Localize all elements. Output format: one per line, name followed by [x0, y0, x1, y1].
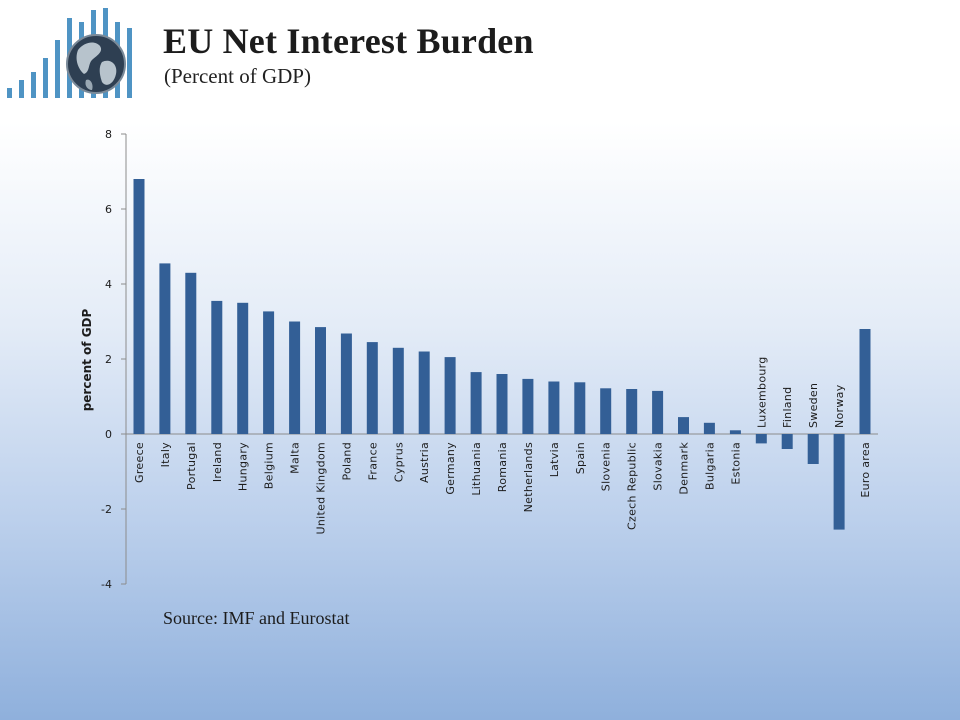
- bar: [574, 382, 586, 435]
- x-tick-label: Lithuania: [470, 442, 483, 496]
- bar: [263, 311, 275, 434]
- x-tick-label: Greece: [133, 442, 146, 483]
- x-tick-label: Poland: [340, 442, 353, 481]
- y-tick-label: 2: [105, 353, 112, 366]
- bar: [470, 372, 482, 434]
- x-tick-label: Romania: [496, 442, 509, 492]
- bar: [522, 378, 534, 434]
- x-tick-label: Sweden: [807, 383, 820, 428]
- x-tick-label: Hungary: [237, 442, 250, 491]
- x-tick-label: Germany: [444, 442, 457, 495]
- x-tick-label: France: [366, 442, 379, 480]
- x-tick-label: Slovakia: [652, 442, 665, 491]
- bar: [678, 417, 689, 434]
- bar: [703, 422, 715, 435]
- y-tick-label: -2: [101, 503, 112, 516]
- x-tick-label: Norway: [833, 384, 846, 428]
- bar: [755, 434, 767, 444]
- page-subtitle: (Percent of GDP): [164, 64, 311, 88]
- x-tick-label: Czech Republic: [626, 442, 639, 530]
- bar: [496, 374, 508, 434]
- bars: [133, 179, 871, 530]
- bar: [600, 388, 612, 435]
- bar: [366, 342, 378, 434]
- bar: [289, 321, 301, 434]
- x-axis-labels: Greece Italy Portugal Ireland Hungary Belgium…: [133, 356, 872, 534]
- bar: [859, 329, 871, 434]
- bar: [237, 302, 249, 435]
- x-tick-label: Spain: [574, 442, 587, 474]
- x-tick-label: Netherlands: [522, 442, 535, 512]
- x-tick-label: Austria: [418, 442, 431, 483]
- bar: [133, 179, 145, 434]
- bar: [185, 272, 197, 435]
- logo: [7, 8, 132, 98]
- bar: [340, 333, 352, 434]
- x-tick-label: Ireland: [211, 442, 224, 482]
- y-tick-label: 8: [105, 128, 112, 141]
- x-tick-label: Euro area: [859, 442, 872, 498]
- bar: [626, 389, 638, 434]
- bar: [211, 300, 223, 434]
- bar: [833, 434, 845, 530]
- x-tick-label: Portugal: [185, 442, 198, 490]
- y-tick-label: -4: [101, 578, 112, 591]
- source-note: Source: IMF and Eurostat: [163, 608, 350, 628]
- x-tick-label: Luxembourg: [755, 356, 768, 428]
- x-tick-label: Malta: [289, 442, 302, 474]
- y-axis-ticks: 8 6 4 2 0 -2 -4: [101, 128, 126, 591]
- bar: [418, 351, 430, 434]
- bar: [159, 263, 171, 434]
- y-tick-label: 6: [105, 203, 112, 216]
- x-tick-label: Finland: [781, 387, 794, 428]
- bar: [548, 381, 560, 434]
- bar: [807, 434, 819, 464]
- bar: [444, 357, 456, 434]
- bar: [781, 434, 793, 449]
- bar: [315, 327, 326, 434]
- x-tick-label: Belgium: [263, 442, 276, 489]
- x-tick-label: Cyprus: [392, 442, 405, 482]
- bar: [392, 347, 404, 435]
- x-tick-label: Bulgaria: [703, 442, 716, 490]
- y-axis-label: percent of GDP: [80, 308, 94, 411]
- y-tick-label: 4: [105, 278, 112, 291]
- x-tick-label: Italy: [159, 442, 172, 468]
- x-tick-label: Latvia: [548, 442, 561, 477]
- x-tick-label: United Kingdom: [315, 442, 328, 535]
- x-tick-label: Denmark: [678, 442, 691, 495]
- bar: [652, 390, 664, 434]
- x-tick-label: Slovenia: [600, 442, 613, 491]
- bar: [729, 430, 741, 435]
- x-tick-label: Estonia: [729, 442, 742, 485]
- page-title: EU Net Interest Burden: [163, 21, 534, 61]
- globe-icon: [66, 34, 126, 94]
- y-tick-label: 0: [105, 428, 112, 441]
